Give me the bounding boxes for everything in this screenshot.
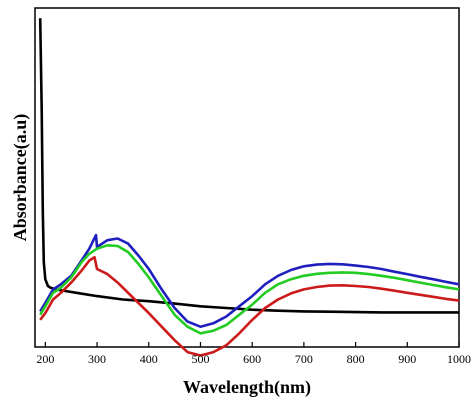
plot-frame xyxy=(34,7,460,348)
x-tick-label-800: 800 xyxy=(347,352,365,366)
x-axis-title: Wavelength(nm) xyxy=(183,377,311,398)
x-tick-label-300: 300 xyxy=(88,352,106,366)
x-axis-ticks: 200 300 400 500 600 700 800 900 1000 xyxy=(36,342,471,366)
x-tick-label-200: 200 xyxy=(36,352,54,366)
x-tick-label-400: 400 xyxy=(140,352,158,366)
x-tick-label-600: 600 xyxy=(243,352,261,366)
x-tick-label-500: 500 xyxy=(191,352,209,366)
series-line-3 xyxy=(39,244,460,335)
plot-area: 200 300 400 500 600 700 800 900 1000 xyxy=(34,7,471,366)
x-tick-label-900: 900 xyxy=(398,352,416,366)
series-line-4 xyxy=(39,255,460,357)
x-tick-label-1000: 1000 xyxy=(447,352,471,366)
y-axis-title: Absorbance(a.u) xyxy=(10,114,31,242)
series-layer xyxy=(38,18,460,357)
x-tick-label-700: 700 xyxy=(295,352,313,366)
series-line-2 xyxy=(39,233,460,328)
series-line-1 xyxy=(38,18,459,314)
